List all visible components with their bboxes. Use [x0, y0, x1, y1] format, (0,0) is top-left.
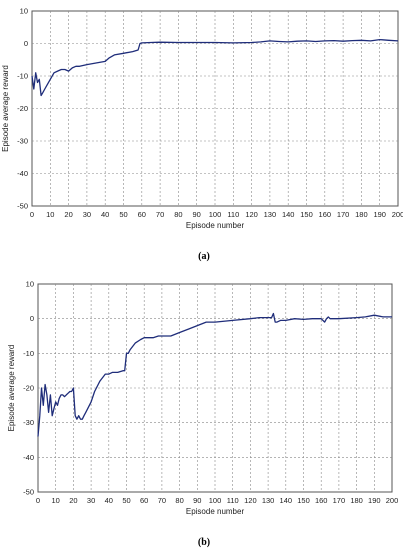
y-tick-label: 10 — [26, 280, 34, 289]
x-tick-label: 150 — [300, 210, 313, 219]
x-tick-label: 150 — [297, 496, 310, 505]
x-tick-label: 200 — [386, 496, 399, 505]
y-tick-label: 0 — [30, 314, 34, 323]
x-tick-label: 20 — [69, 496, 77, 505]
caption-b: (b) — [198, 537, 210, 548]
x-tick-label: 40 — [101, 210, 109, 219]
x-tick-label: 180 — [350, 496, 363, 505]
x-tick-label: 10 — [52, 496, 60, 505]
y-tick-label: -20 — [17, 104, 28, 113]
chart-panel-a: 0 10 20 30 40 50 60 70 80 90 100 110 120 130 140 150 160… — [1, 7, 403, 231]
series-line — [31, 38, 399, 97]
y-tick-label: -10 — [17, 72, 28, 81]
x-tick-label: 40 — [105, 496, 113, 505]
x-tick-label: 110 — [227, 210, 239, 219]
x-tick-label: 30 — [83, 210, 91, 219]
x-tick-label: 170 — [337, 210, 350, 219]
x-tick-label: 130 — [264, 210, 277, 219]
series-line — [37, 312, 392, 437]
x-tick-label: 140 — [280, 496, 293, 505]
x-tick-label: 30 — [87, 496, 95, 505]
x-tick-label: 20 — [64, 210, 72, 219]
x-tick-label: 70 — [156, 210, 164, 219]
x-tick-label: 170 — [333, 496, 346, 505]
x-tick-label: 0 — [36, 496, 40, 505]
y-tick-label: -50 — [23, 488, 34, 497]
x-tick-label: 70 — [158, 496, 166, 505]
y-tick-label: 0 — [24, 39, 28, 48]
x-tick-label: 100 — [209, 210, 222, 219]
y-tick-label: -30 — [23, 418, 34, 427]
x-tick-label: 180 — [355, 210, 368, 219]
x-axis-label: Episode number — [186, 221, 245, 230]
x-tick-label: 80 — [175, 496, 183, 505]
x-tick-label: 160 — [315, 496, 328, 505]
x-tick-label: 160 — [319, 210, 332, 219]
x-tick-label: 10 — [46, 210, 54, 219]
caption-a: (a) — [198, 251, 210, 262]
x-tick-label: 60 — [140, 496, 148, 505]
x-tick-label: 190 — [373, 210, 386, 219]
x-tick-label: 130 — [262, 496, 275, 505]
x-tick-label: 90 — [193, 496, 201, 505]
x-tick-label: 60 — [138, 210, 146, 219]
x-tick-label: 50 — [122, 496, 130, 505]
y-tick-label: -30 — [17, 137, 28, 146]
x-tick-label: 80 — [174, 210, 182, 219]
y-tick-label: 10 — [20, 7, 28, 16]
y-tick-label: -20 — [23, 384, 34, 393]
y-tick-label: -40 — [23, 453, 34, 462]
y-tick-label: -40 — [17, 169, 28, 178]
x-tick-label: 120 — [245, 210, 258, 219]
x-tick-label: 0 — [30, 210, 34, 219]
x-tick-label: 120 — [244, 496, 257, 505]
y-axis-label: Episode average reward — [1, 65, 10, 152]
x-tick-label: 110 — [227, 496, 239, 505]
y-tick-label: -10 — [23, 349, 34, 358]
x-axis-label: Episode number — [186, 507, 245, 516]
x-tick-label: 200 — [392, 210, 403, 219]
chart-panel-b: 0 10 20 30 40 50 60 70 80 90 100 110 120 130 140 150 160… — [7, 280, 398, 517]
x-tick-label: 140 — [282, 210, 295, 219]
y-axis-label: Episode average reward — [7, 345, 16, 432]
x-tick-label: 50 — [119, 210, 127, 219]
y-tick-label: -50 — [17, 202, 28, 211]
x-tick-label: 190 — [368, 496, 381, 505]
x-tick-label: 100 — [209, 496, 222, 505]
x-tick-label: 90 — [193, 210, 201, 219]
